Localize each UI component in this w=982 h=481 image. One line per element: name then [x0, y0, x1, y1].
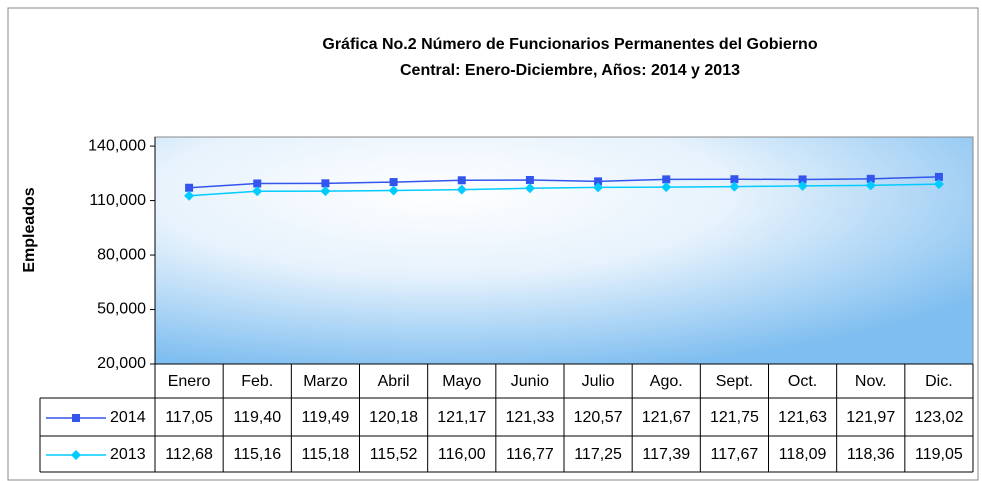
legend-label: 2013: [110, 446, 146, 463]
data-label: 121,75: [710, 409, 759, 426]
x-tick-label: Marzo: [303, 373, 348, 390]
marker: [72, 414, 80, 422]
marker: [253, 179, 262, 188]
x-tick-label: Abril: [378, 373, 410, 390]
data-label: 117,05: [165, 409, 213, 426]
marker: [730, 175, 739, 184]
data-label: 121,97: [846, 409, 895, 426]
marker: [388, 185, 399, 196]
x-tick-label: Nov.: [855, 373, 887, 390]
data-label: 119,49: [302, 409, 350, 426]
chart-title: Gráfica No.2 Número de Funcionarios Perm…: [322, 36, 817, 53]
data-label: 119,40: [233, 409, 281, 426]
marker: [185, 183, 194, 192]
marker: [456, 184, 467, 195]
line: [189, 183, 939, 197]
plot-area: [154, 136, 974, 365]
data-label: 121,33: [505, 409, 554, 426]
x-tick-label: Feb.: [241, 373, 273, 390]
marker: [934, 172, 943, 181]
marker: [865, 180, 876, 191]
data-label: 119,05: [915, 446, 963, 463]
marker: [525, 175, 534, 184]
data-label: 118,09: [779, 446, 827, 463]
marker: [252, 186, 263, 197]
data-label: 117,39: [642, 446, 690, 463]
data-label: 120,57: [574, 409, 623, 426]
marker: [593, 182, 604, 193]
data-label: 121,17: [437, 409, 486, 426]
data-label: 112,68: [165, 446, 213, 463]
x-tick-label: Oct.: [788, 373, 817, 390]
x-tick-label: Sept.: [716, 373, 753, 390]
x-tick-label: Dic.: [925, 373, 953, 390]
y-axis-label: Empleados: [21, 187, 38, 272]
data-label: 115,18: [302, 446, 350, 463]
marker: [524, 183, 535, 194]
marker: [594, 177, 603, 186]
x-tick-label: Junio: [511, 373, 549, 390]
y-tick-label: 20,000: [97, 355, 146, 372]
marker: [866, 174, 875, 183]
marker: [184, 190, 195, 201]
marker: [320, 186, 331, 197]
data-label: 121,67: [642, 409, 691, 426]
y-tick-label: 140,000: [88, 137, 146, 154]
data-label: 118,36: [847, 446, 895, 463]
y-tick-label: 50,000: [97, 301, 146, 318]
data-label: 115,16: [233, 446, 281, 463]
marker: [71, 450, 81, 460]
marker: [729, 181, 740, 192]
x-tick-label: Ago.: [650, 373, 683, 390]
data-label: 121,63: [778, 409, 827, 426]
data-label: 123,02: [914, 409, 963, 426]
x-tick-label: Enero: [168, 373, 211, 390]
marker: [933, 179, 944, 190]
legend-label: 2014: [110, 409, 146, 426]
marker: [321, 179, 330, 188]
marker: [662, 175, 671, 184]
data-label: 117,67: [711, 446, 759, 463]
y-tick-label: 80,000: [97, 246, 146, 263]
marker: [661, 182, 672, 193]
data-label: 120,18: [369, 409, 418, 426]
x-tick-label: Mayo: [442, 373, 481, 390]
data-label: 116,00: [438, 446, 486, 463]
data-label: 115,52: [370, 446, 418, 463]
marker: [457, 176, 466, 185]
data-label: 116,77: [506, 446, 554, 463]
marker: [797, 180, 808, 191]
marker: [389, 178, 398, 187]
chart-title: Central: Enero-Diciembre, Años: 2014 y 2…: [400, 62, 740, 79]
y-tick-label: 110,000: [89, 192, 146, 209]
data-label: 117,25: [574, 446, 622, 463]
line: [189, 176, 939, 189]
marker: [798, 175, 807, 184]
x-tick-label: Julio: [582, 373, 615, 390]
